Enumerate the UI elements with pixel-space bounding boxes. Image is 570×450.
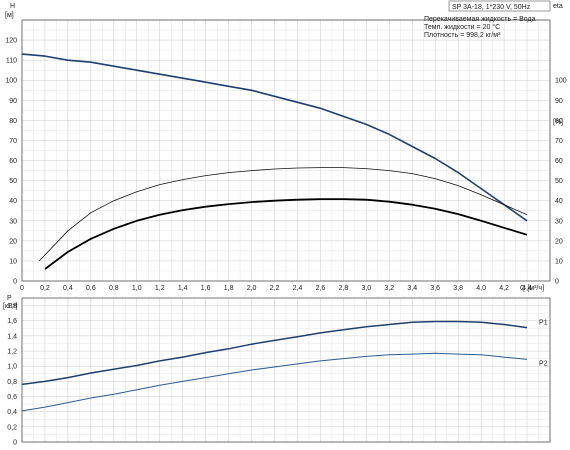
flow-tick-label: 3,4 xyxy=(407,285,417,292)
flow-tick-label: 0,2 xyxy=(40,285,50,292)
head-tick-label: 90 xyxy=(9,98,17,105)
flow-tick-label: 2,8 xyxy=(339,285,349,292)
flow-tick-label: 1,6 xyxy=(201,285,211,292)
flow-tick-label: 0,8 xyxy=(109,285,119,292)
efficiency-tick-label: 20 xyxy=(555,238,563,245)
power-tick-label: 0,2 xyxy=(7,424,17,431)
flow-tick-label: 2,6 xyxy=(316,285,326,292)
flow-tick-label: 1,2 xyxy=(155,285,165,292)
power-plot-frame xyxy=(21,297,551,443)
info-box: SP 3A-18, 1*230 V, 50Hz Перекачиваемая ж… xyxy=(424,0,551,39)
flow-tick-label: 1,8 xyxy=(224,285,234,292)
flow-tick-label: 3,2 xyxy=(384,285,394,292)
power-axis-ticks: 0 0,2 0,4 0,6 0,8 1,0 1,2 1,4 1,6 1,8 xyxy=(7,303,17,446)
p2-label: P2 xyxy=(539,360,548,367)
head-axis-ticks: 0 10 20 30 40 50 60 70 80 90 100 110 120 xyxy=(5,38,17,286)
efficiency-tick-label: 60 xyxy=(555,158,563,165)
performance-plot-frame xyxy=(21,19,551,282)
head-tick-label: 120 xyxy=(5,38,17,45)
power-tick-label: 0,8 xyxy=(7,379,17,386)
head-tick-label: 10 xyxy=(9,258,17,265)
flow-tick-label: 4,2 xyxy=(499,285,509,292)
efficiency-axis-name: eta xyxy=(553,3,563,10)
efficiency-curve-thick xyxy=(44,198,528,270)
head-tick-label: 80 xyxy=(9,118,17,125)
power-series: P1 P2 xyxy=(21,320,548,412)
performance-grid xyxy=(21,19,551,282)
power-tick-label: 1,8 xyxy=(7,303,17,310)
flow-tick-label: 3,0 xyxy=(361,285,371,292)
power-axis-unit: [кВт] xyxy=(3,303,18,310)
p1-label: P1 xyxy=(539,320,548,327)
flow-tick-label: 2,0 xyxy=(247,285,257,292)
head-tick-label: 50 xyxy=(9,178,17,185)
flow-tick-label: 4,0 xyxy=(476,285,486,292)
head-tick-label: 60 xyxy=(9,158,17,165)
power-tick-label: 1,2 xyxy=(7,349,17,356)
performance-chart: 0 10 20 30 40 50 60 70 80 90 100 110 120 0 10 20 30 40 50… xyxy=(5,0,567,292)
head-axis-name: H xyxy=(10,3,15,10)
note-density: Плотность = 998,2 кг/м³ xyxy=(424,32,501,39)
flow-tick-label: 3,8 xyxy=(453,285,463,292)
efficiency-tick-label: 0 xyxy=(555,279,559,286)
p1-curve xyxy=(21,320,528,386)
power-tick-label: 0,6 xyxy=(7,394,17,401)
flow-tick-label: 2,4 xyxy=(293,285,303,292)
power-tick-label: 1,0 xyxy=(7,364,17,371)
efficiency-tick-label: 70 xyxy=(555,138,563,145)
efficiency-tick-label: 90 xyxy=(555,98,563,105)
head-tick-label: 70 xyxy=(9,138,17,145)
efficiency-axis-ticks: 0 10 20 30 40 50 60 70 80 90 100 xyxy=(555,78,567,286)
efficiency-tick-label: 50 xyxy=(555,178,563,185)
flow-tick-label: 0,6 xyxy=(86,285,96,292)
efficiency-axis-unit: [%] xyxy=(553,119,563,126)
flow-tick-label: 0 xyxy=(20,285,24,292)
efficiency-tick-label: 10 xyxy=(555,258,563,265)
efficiency-curve-thin xyxy=(38,167,528,262)
efficiency-tick-label: 100 xyxy=(555,78,567,85)
flow-tick-label: 1,4 xyxy=(178,285,188,292)
efficiency-tick-label: 80 xyxy=(555,118,563,125)
power-chart: 0 0,2 0,4 0,6 0,8 1,0 1,2 1,4 1,6 1,8 P1 P2 P [кВт… xyxy=(3,295,551,447)
head-tick-label: 40 xyxy=(9,198,17,205)
head-tick-label: 100 xyxy=(5,78,17,85)
power-tick-label: 1,4 xyxy=(7,333,17,340)
head-tick-label: 20 xyxy=(9,238,17,245)
efficiency-tick-label: 40 xyxy=(555,198,563,205)
efficiency-tick-label: 30 xyxy=(555,218,563,225)
title-box xyxy=(448,0,551,12)
p2-curve xyxy=(21,352,528,412)
head-tick-label: 0 xyxy=(13,279,17,286)
flow-tick-label: 0,4 xyxy=(63,285,73,292)
note-liquid: Перекачиваемая жидкость = Вода xyxy=(424,16,536,23)
power-axis-name: P xyxy=(7,295,12,302)
chart-title: SP 3A-18, 1*230 V, 50Hz xyxy=(452,4,531,11)
head-curve xyxy=(21,53,528,222)
flow-tick-label: 4,4 xyxy=(522,285,532,292)
head-tick-label: 110 xyxy=(6,58,17,65)
head-axis-unit: [м] xyxy=(5,12,14,19)
flow-tick-label: 3,6 xyxy=(430,285,440,292)
note-temperature: Темп. жидкости = 20 °C xyxy=(424,23,500,31)
flow-tick-label: 1,0 xyxy=(132,285,142,292)
flow-axis-ticks: 0 0,2 0,4 0,6 0,8 1,0 1,2 1,4 1,6 1,8 2,0 2,2 2,4 2,6… xyxy=(20,285,532,292)
power-tick-label: 1,6 xyxy=(7,318,17,325)
power-tick-label: 0 xyxy=(13,440,17,447)
head-tick-label: 30 xyxy=(9,218,17,225)
flow-tick-label: 2,2 xyxy=(270,285,280,292)
performance-series xyxy=(21,53,528,270)
power-tick-label: 0,4 xyxy=(7,409,17,416)
flow-axis-label: Q [м³/ч] xyxy=(520,285,544,292)
